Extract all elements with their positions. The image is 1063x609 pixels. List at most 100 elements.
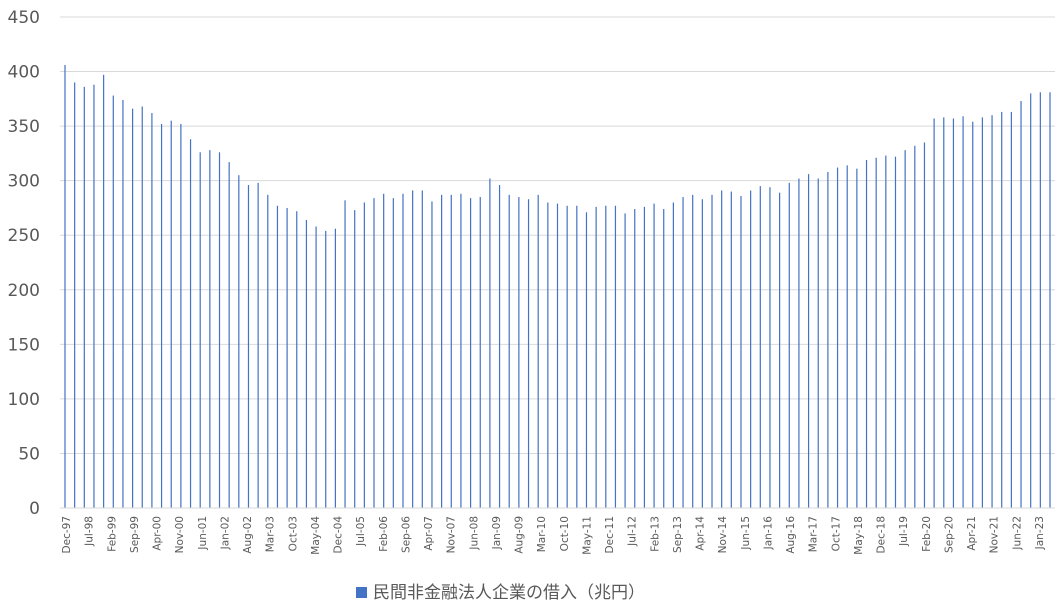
bar [798,178,800,509]
bar [1030,93,1032,508]
x-tick-label: Dec-97 [61,516,73,553]
bar [498,185,501,508]
legend-swatch [356,587,367,598]
bar [131,108,134,509]
bar [276,205,279,509]
bar [64,65,66,509]
bar [431,201,433,509]
bar [412,190,414,508]
bar [856,168,858,509]
x-tick-label: Nov-21 [989,516,1001,553]
bar [151,113,153,509]
bar [460,193,462,508]
x-tick-label: Dec-11 [604,516,616,553]
x-tick-label: Jul-98 [84,516,96,547]
x-tick-label: Sep-06 [400,516,412,553]
bar [170,120,172,509]
y-tick-label: 350 [8,117,40,137]
bar [112,95,114,508]
bar [354,210,356,509]
bar [836,167,839,508]
bar [750,190,752,508]
x-tick-label: Aug-02 [242,516,254,554]
x-tick-label: Jun-01 [197,516,209,551]
x-tick-label: Jul-19 [898,516,910,547]
bar [865,159,868,509]
bar [83,86,85,508]
bar [711,194,713,508]
bar [450,194,452,508]
x-tick-label: Sep-99 [129,516,141,553]
x-tick-label: Aug-09 [514,516,526,554]
bar [537,194,539,508]
x-tick-label: Sep-13 [672,516,684,553]
bar [74,82,76,508]
bar [228,162,230,508]
bar [305,219,308,509]
bar [885,155,887,508]
bar [682,197,684,509]
bar [769,187,771,509]
bar [103,74,105,508]
x-axis-ticks: Dec-97 Jul-98 Feb-99 Sep-99 Apr-00 Nov-00 Jun-… [61,516,1046,555]
x-tick-label: Apr-07 [423,516,435,551]
x-tick-label: Nov-00 [174,516,186,553]
y-tick-label: 200 [8,281,40,301]
bar [1020,101,1022,508]
x-tick-label: Mar-10 [536,516,548,552]
bar [402,193,404,508]
bar [392,198,394,508]
x-tick-label: Apr-21 [966,516,978,551]
x-tick-label: Sep-20 [943,516,955,553]
bar [189,139,192,508]
bar [730,191,732,509]
x-tick-label: Jun-08 [468,516,480,551]
x-tick-label: Jan-02 [219,516,231,550]
x-tick-label: Oct-17 [830,516,842,551]
x-tick-label: May-11 [581,516,593,555]
bar [296,211,298,508]
x-tick-label: Jun-22 [1011,516,1023,551]
bar [721,190,723,508]
x-tick-label: Feb-99 [106,516,118,552]
bar [672,202,674,508]
bar [759,186,761,508]
y-tick-label: 450 [8,8,40,28]
x-tick-label: Jan-09 [491,516,503,550]
bar [991,115,993,508]
bar [518,197,520,509]
bar [180,123,182,508]
x-tick-label: May-04 [310,516,322,555]
bar [218,152,221,508]
y-tick-label: 100 [8,390,40,410]
bar [576,205,578,509]
x-tick-label: Feb-06 [378,516,390,552]
bar [943,117,945,508]
bar [595,206,597,508]
bar [875,157,877,508]
bar [238,175,240,508]
bar [740,195,742,509]
legend: 民間非金融法人企業の借入（兆円） [356,583,645,603]
bar [894,156,897,508]
bar [1001,111,1003,508]
bar [614,205,617,509]
bar [209,150,211,509]
x-tick-label: Nov-14 [717,516,729,554]
bar [160,123,163,508]
bar [634,209,636,508]
x-tick-label: Jul-12 [627,516,639,547]
bar [383,193,385,508]
y-tick-label: 150 [8,335,40,355]
bar [122,99,124,509]
bar [653,203,655,508]
bar [267,194,269,508]
bars [64,65,1051,509]
bar [923,142,926,508]
bar [1010,111,1012,508]
bar [692,194,694,508]
bar [247,185,250,508]
bar [605,205,607,509]
